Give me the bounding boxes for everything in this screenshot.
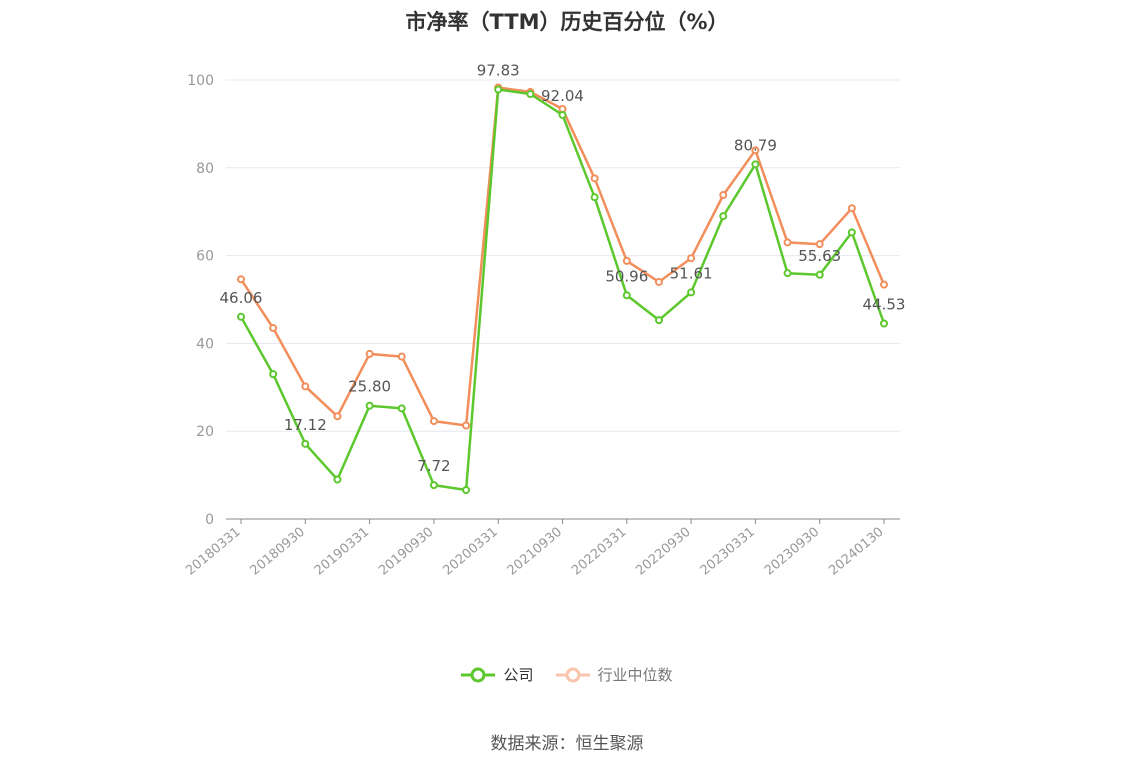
x-tick-label: 20210930	[505, 525, 565, 579]
company-data-point	[815, 270, 824, 279]
industry-data-point	[237, 275, 245, 284]
company-data-point	[429, 481, 438, 490]
legend-label-industry: 行业中位数	[597, 666, 673, 684]
company-data-point	[590, 193, 599, 202]
company-data-point	[494, 85, 503, 94]
legend-label-company: 公司	[503, 666, 534, 684]
company-data-point	[719, 212, 728, 221]
y-tick-label: 60	[196, 249, 214, 265]
industry-series-line	[239, 86, 886, 427]
company-data-point	[687, 288, 696, 297]
x-tick-label: 20220930	[633, 525, 693, 579]
company-data-point	[622, 291, 631, 300]
x-tick-label: 20230930	[762, 525, 822, 579]
company-data-point	[365, 401, 374, 410]
y-tick-label: 40	[196, 336, 214, 352]
industry-data-point	[269, 324, 278, 333]
industry-data-point	[783, 238, 792, 247]
industry-data-point	[397, 352, 406, 361]
data-label: 55.63	[798, 247, 841, 265]
legend-line-circle-icon	[461, 667, 496, 682]
company-data-point	[526, 90, 535, 99]
data-label: 92.04	[541, 87, 584, 105]
data-label: 80.79	[734, 136, 777, 154]
data-label: 7.72	[417, 457, 450, 475]
industry-data-point	[654, 277, 663, 286]
company-data-point	[654, 316, 663, 325]
company-data-point	[269, 370, 278, 379]
y-tick-label: 80	[196, 161, 214, 177]
industry-data-point	[719, 191, 728, 200]
legend-item-industry[interactable]: 行业中位数	[555, 664, 673, 685]
industry-data-point	[365, 349, 374, 358]
company-data-point	[462, 486, 471, 495]
chart-title: 市净率（TTM）历史百分位（%）	[405, 10, 729, 34]
x-tick-label: 20220331	[569, 525, 629, 579]
data-label: 44.53	[863, 296, 906, 314]
company-data-point	[397, 404, 406, 413]
company-series-line	[239, 88, 886, 492]
company-data-point	[847, 228, 856, 237]
data-source-note: 数据来源：恒生聚源	[490, 734, 644, 754]
data-label: 25.80	[348, 378, 391, 396]
industry-data-point	[687, 254, 696, 263]
industry-data-point	[333, 412, 342, 421]
industry-data-point	[815, 240, 824, 249]
data-label: 50.96	[605, 267, 648, 285]
x-tick-label: 20240130	[826, 525, 886, 579]
industry-data-point	[880, 280, 888, 289]
company-data-point	[558, 110, 567, 119]
x-tick-label: 20180930	[248, 525, 308, 579]
industry-data-point	[622, 256, 631, 265]
legend-line-circle-icon	[555, 667, 590, 682]
data-label: 97.83	[477, 62, 520, 80]
company-data-point	[237, 312, 245, 321]
company-data-point	[783, 269, 792, 278]
x-tick-label: 20230331	[698, 525, 758, 579]
legend: 公司 行业中位数	[0, 664, 1134, 685]
data-label: 46.06	[220, 289, 263, 307]
y-tick-label: 20	[196, 424, 214, 440]
industry-data-point	[751, 146, 760, 155]
industry-data-point	[462, 421, 471, 430]
company-data-point	[880, 319, 888, 328]
company-data-point	[333, 475, 342, 484]
industry-data-point	[429, 417, 438, 426]
industry-data-point	[847, 204, 856, 213]
x-tick-label: 20200331	[440, 525, 500, 579]
x-tick-label: 20180331	[183, 525, 243, 579]
company-data-point	[751, 160, 760, 169]
x-tick-label: 20190331	[312, 525, 372, 579]
legend-item-company[interactable]: 公司	[461, 664, 534, 685]
data-label: 17.12	[284, 416, 327, 434]
industry-data-point	[301, 382, 310, 391]
data-label: 51.61	[670, 264, 713, 282]
x-tick-label: 20190930	[376, 525, 436, 579]
company-data-point	[301, 439, 310, 448]
industry-data-point	[590, 174, 599, 183]
y-tick-label: 100	[187, 73, 214, 89]
y-tick-label: 0	[205, 512, 214, 528]
